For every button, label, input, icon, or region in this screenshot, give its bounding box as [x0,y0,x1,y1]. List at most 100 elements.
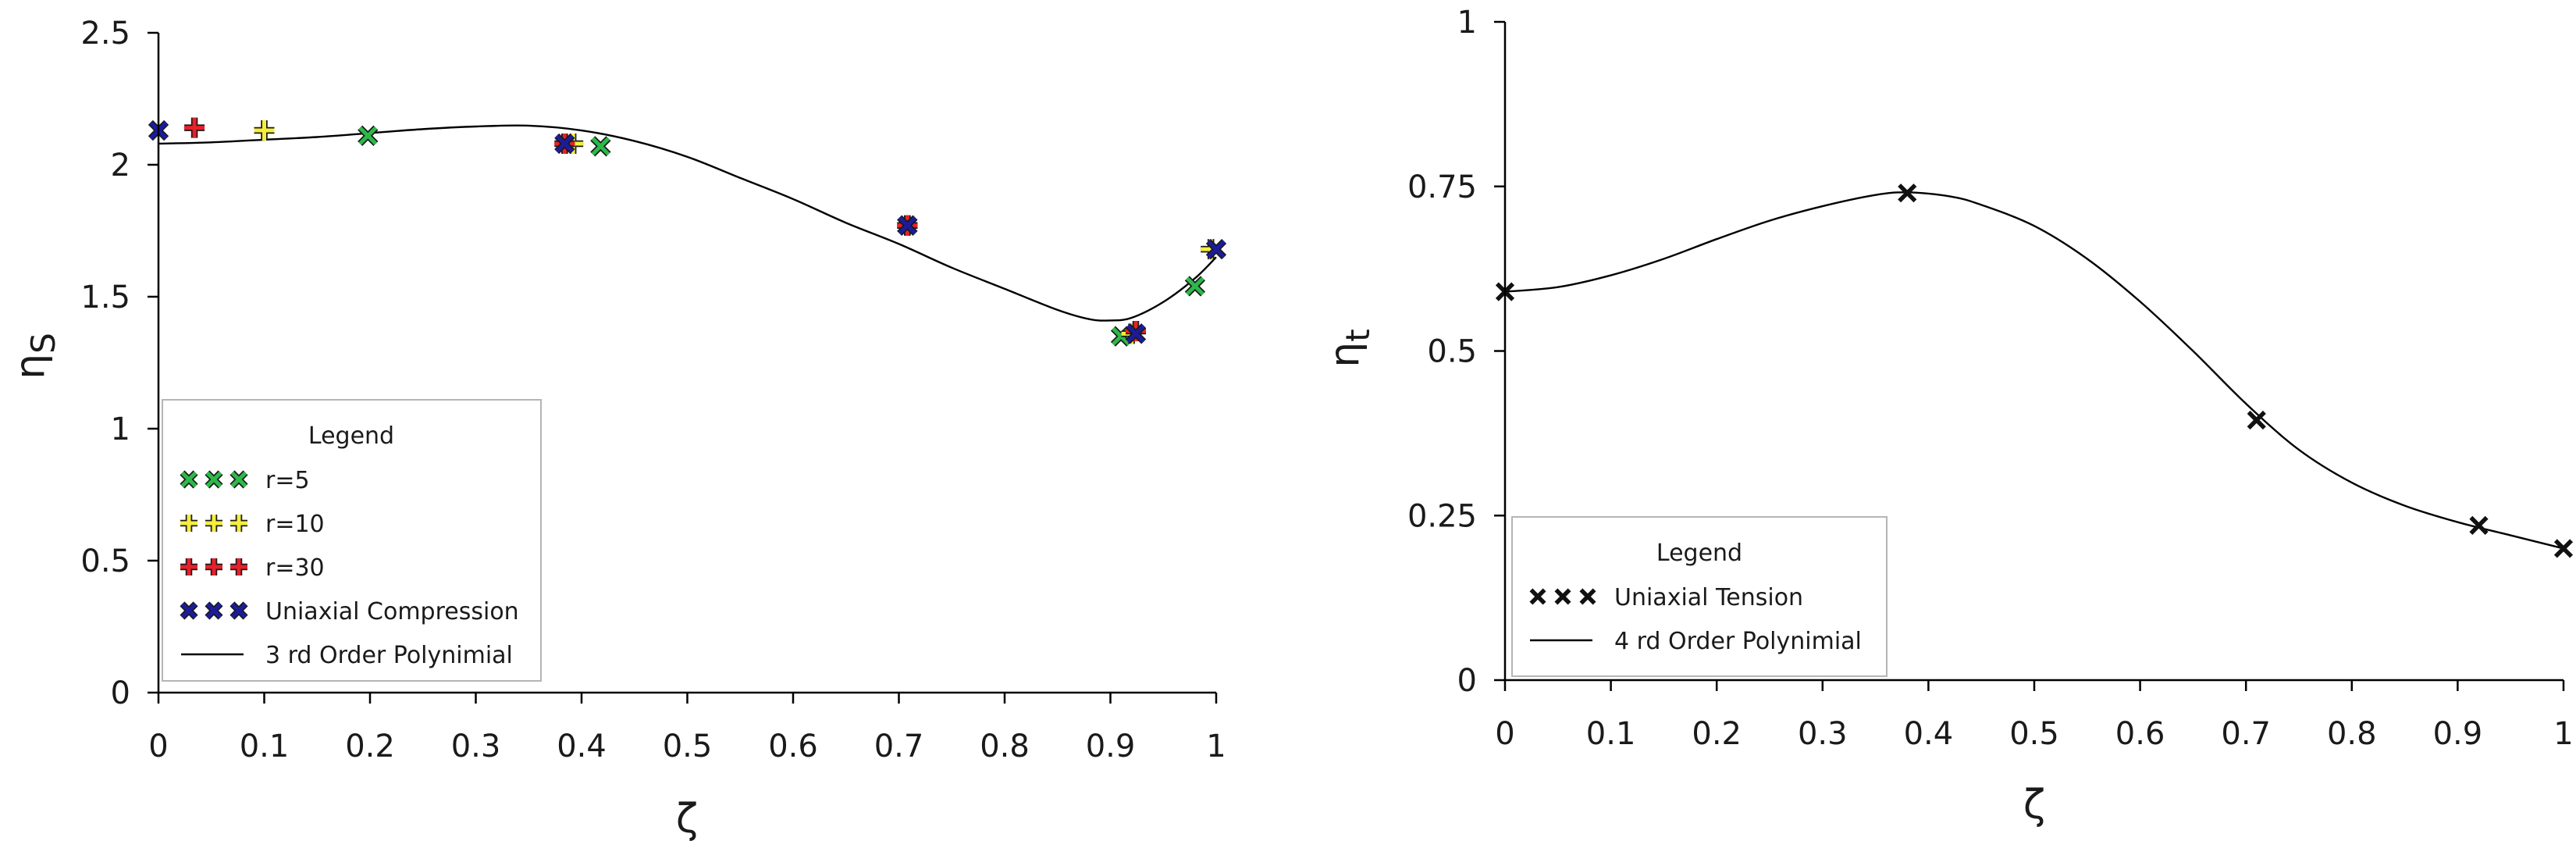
y-tick-label: 2.5 [80,16,130,52]
x-tick-label: 0.4 [1904,716,1954,752]
x-tick-label: 0.7 [874,729,924,764]
legend-entries: r=5 r=10 r=30 Uniaxial Compression 3 rd Orde… [180,467,519,669]
legend-entry-label: 4 rd Order Polynimial [1614,628,1862,655]
x-tick-label: 0.8 [2327,716,2377,752]
legend-entry: r=5 [180,467,310,494]
legend-title: Legend [1656,540,1742,567]
y-ticks: 0 0.5 1 1.5 2 2.5 [80,16,158,711]
legend-marker-swatch [205,601,223,620]
data-point-uniaxial-compression [1205,239,1227,260]
data-point-r-5 [590,136,611,157]
legend-entry-label: r=30 [265,554,325,582]
fit-curve [1504,191,2564,550]
x-axis-label: ζ [676,796,698,843]
legend-entry-label: r=10 [265,511,325,538]
data-point-uniaxial-tension [2469,515,2489,535]
legend-marker-swatch [180,515,197,532]
legend-marker-swatch [1579,588,1596,605]
x-tick-label: 0.9 [1086,729,1136,764]
x-tick-label: 0 [148,729,168,764]
fit-curve [158,124,1217,322]
data-point-uniaxial-compression [897,215,918,236]
legend-entry: Uniaxial Compression [180,598,519,625]
x-tick-label: 0.6 [768,729,818,764]
y-tick-label: 0.25 [1407,498,1477,534]
data-point-uniaxial-compression [554,133,575,155]
data-point-r-30 [184,117,205,138]
legend-marker-swatch [180,558,197,575]
data-point-r-5 [1184,276,1206,297]
chart-shear-eta: 0 0.1 0.2 0.3 0.4 0.5 0.6 0.7 0.8 0.9 1 0 0.5 1 1.5 2 2… [7,16,1227,843]
legend-entry: Uniaxial Tension [1529,584,1803,611]
x-tick-label: 0.6 [2115,716,2165,752]
data-point-uniaxial-tension [1898,183,1917,203]
x-tick-label: 0.3 [451,729,501,764]
x-tick-label: 0.1 [1586,716,1636,752]
legend-marker-swatch [205,515,222,532]
x-tick-label: 0.2 [345,729,395,764]
y-tick-label: 0 [1457,663,1477,699]
y-tick-label: 1 [1457,5,1477,41]
data-point-uniaxial-compression [1125,323,1147,344]
y-axis-label-main: η [7,354,54,379]
y-axis-label-subscript: t [1339,329,1377,341]
y-axis-label: ηS [7,333,62,379]
legend-entry-label: 3 rd Order Polynimial [265,642,513,669]
legend-marker-swatch [229,601,248,620]
x-tick-label: 0.2 [1692,716,1742,752]
legend-marker-swatch [230,515,247,532]
y-axis-label-subscript: S [24,333,62,354]
x-tick-label: 1 [1206,729,1226,764]
y-axis-label: ηt [1322,329,1377,367]
legend-entry: 4 rd Order Polynimial [1530,628,1862,655]
y-tick-label: 0.75 [1407,169,1477,205]
y-tick-label: 0.5 [1427,334,1477,370]
y-tick-label: 0.5 [80,543,130,579]
legend-entries: Uniaxial Tension 4 rd Order Polynimial [1529,584,1862,655]
x-ticks: 0 0.1 0.2 0.3 0.4 0.5 0.6 0.7 0.8 0.9 1 [1495,680,2574,752]
x-tick-label: 0.5 [2009,716,2059,752]
y-tick-label: 1.5 [80,280,130,315]
legend-marker-swatch [180,470,198,489]
fit-curve-layer [1504,191,2564,550]
y-tick-label: 1 [111,412,130,447]
x-tick-label: 0.7 [2221,716,2271,752]
legend-title: Legend [308,422,394,450]
legend-box [1511,516,1888,677]
y-ticks: 0 0.25 0.5 0.75 1 [1407,5,1505,699]
x-tick-label: 0.4 [557,729,607,764]
x-tick-label: 1 [2553,716,2573,752]
legend-marker-swatch [229,470,248,489]
legend-entry: r=10 [180,511,325,538]
legend-entry: 3 rd Order Polynimial [181,642,513,669]
x-tick-label: 0.8 [980,729,1030,764]
fit-curve-layer [158,124,1217,322]
chart-tension-eta: 0 0.1 0.2 0.3 0.4 0.5 0.6 0.7 0.8 0.9 1 0 0.25 0.5 0.… [1322,5,2574,828]
legend-box [162,399,542,682]
legend-marker-swatch [180,601,198,620]
legend: Legend Uniaxial Tension 4 rd Order Polyni… [1511,516,1888,677]
x-tick-label: 0.3 [1798,716,1848,752]
legend-entry-label: Uniaxial Compression [265,598,519,625]
y-tick-label: 2 [111,148,130,183]
legend-marker-swatch [1529,588,1546,605]
x-axis-label: ζ [2023,782,2045,828]
legend-entry-label: r=5 [265,467,310,494]
y-axis-label-main: η [1322,342,1368,368]
legend-marker-swatch [205,558,222,575]
x-tick-label: 0.5 [663,729,713,764]
x-tick-label: 0.9 [2433,716,2483,752]
legend-marker-swatch [230,558,247,575]
y-tick-label: 0 [111,675,130,711]
scatter-points-layer [148,117,1227,347]
legend-entry-label: Uniaxial Tension [1614,584,1803,611]
data-point-r-10 [254,120,275,141]
x-ticks: 0 0.1 0.2 0.3 0.4 0.5 0.6 0.7 0.8 0.9 1 [148,693,1226,764]
legend: Legend r=5 r=10 r=30 Uniaxial Compression 3 … [162,399,542,682]
legend-entry: r=30 [180,554,325,582]
scatter-points-layer [1495,183,2574,558]
x-tick-label: 0.1 [240,729,290,764]
data-point-uniaxial-tension [2553,539,2574,558]
legend-marker-swatch [1554,588,1571,605]
